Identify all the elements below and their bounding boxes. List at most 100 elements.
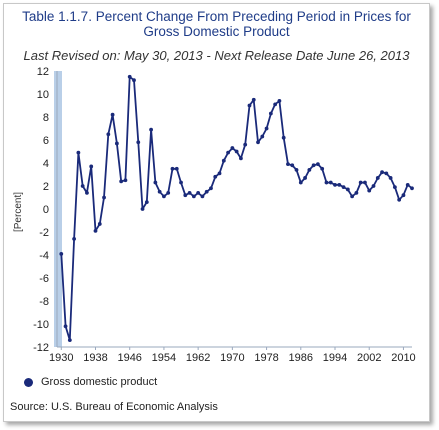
y-tick-label: -2 [39,227,49,239]
data-point [132,78,136,83]
data-point [144,200,149,205]
legend-label: Gross domestic product [41,376,158,388]
data-point [114,141,119,146]
data-point [371,184,376,188]
data-point [140,207,145,211]
data-point [153,180,158,185]
data-point [119,179,124,184]
data-point [230,146,235,150]
data-point [149,127,153,132]
data-point [260,134,265,139]
chart-title: Table 1.1.7. Percent Change From Precedi… [22,9,411,39]
data-point [397,197,402,202]
data-point [123,178,128,183]
data-point [93,228,98,233]
y-axis-band [54,71,62,347]
data-point [76,150,81,155]
data-point [183,193,188,198]
line-chart: 12 10 8 6 4 2 0 -2 -4 -6 -8 -10 -12 1930 1938 1946 1954… [13,66,416,364]
data-point [388,176,393,180]
x-tick-label: 1930 [49,352,73,364]
data-point [384,171,389,176]
legend: Gross domestic product [24,376,157,388]
data-point [333,182,337,187]
data-point [127,74,132,79]
y-tick-label: 4 [43,158,49,170]
x-tick-label: 1938 [83,352,107,364]
y-tick-label: 8 [43,112,49,124]
data-point [251,97,256,102]
data-point [217,171,222,176]
data-point [294,168,299,172]
data-point [102,195,106,200]
data-point [162,194,166,199]
data-point [303,176,307,180]
data-point [204,189,209,194]
data-point [179,180,183,185]
data-point [401,193,406,198]
data-point [286,162,290,167]
chart-subtitle: Last Revised on: May 30, 2013 - Next Rel… [23,48,410,63]
data-point [320,166,325,171]
data-point [290,163,295,168]
y-tick-label: -12 [33,342,49,354]
data-point [234,149,239,154]
data-point [405,182,410,187]
data-point [358,180,363,185]
data-point [89,164,94,169]
data-point [110,112,115,117]
data-point [354,191,359,195]
data-point [80,184,85,188]
data-point [341,185,346,190]
data-point [221,158,226,163]
y-tick-labels: 12 10 8 6 4 2 0 -2 -4 -6 -8 -10 -12 [33,66,49,354]
data-point [106,132,111,137]
data-point [213,174,218,179]
chart-panel: Table 1.1.7. Percent Change From Precedi… [3,3,430,422]
data-point [85,191,89,195]
data-point [243,142,248,147]
x-tick-label: 1994 [323,352,347,364]
data-point [264,126,269,131]
y-tick-label: 10 [37,89,49,101]
data-point [174,166,179,171]
y-tick-label: 12 [37,66,49,78]
data-point [375,176,380,180]
data-point [277,99,282,103]
data-point [367,188,372,193]
data-point [281,135,286,140]
data-point [72,237,77,241]
x-tick-label: 2002 [357,352,381,364]
data-point [97,222,102,226]
data-point [273,102,278,107]
data-point [200,194,205,199]
y-tick-label: -4 [39,250,49,262]
legend-marker [24,377,33,387]
data-point [324,180,329,185]
x-tick-label: 1962 [186,352,210,364]
data-point [166,191,171,195]
data-point [170,166,175,171]
data-point [363,180,367,185]
data-point [316,162,320,167]
data-point [67,338,72,342]
data-point [392,185,397,190]
data-point [337,182,342,187]
data-point [157,189,162,194]
y-tick-label: 2 [43,181,49,193]
x-tick-label: 1986 [289,352,313,364]
data-point [328,180,333,185]
x-tick-label: 1978 [254,352,278,364]
source-note: Source: U.S. Bureau of Economic Analysis [10,401,218,413]
data-point [380,170,384,175]
y-tick-label: -6 [39,273,49,285]
data-point [410,186,414,191]
data-point [298,180,303,185]
data-point [268,111,273,116]
data-point [239,156,243,161]
y-tick-label: -10 [33,319,49,331]
y-tick-label: 0 [43,204,49,216]
data-point [345,187,350,192]
x-tick-label: 1946 [117,352,141,364]
data-point [226,150,230,155]
